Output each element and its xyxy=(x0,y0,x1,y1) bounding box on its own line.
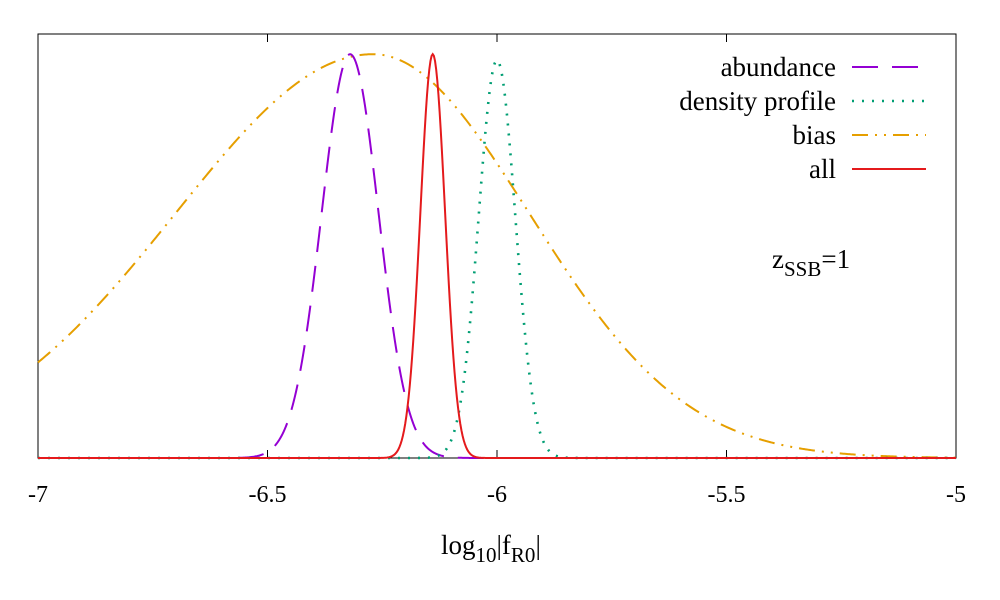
legend-label-all: all xyxy=(809,154,836,184)
series-layer xyxy=(37,52,957,460)
annotation-zssb: zSSB=1 xyxy=(772,244,850,281)
x-axis-ticks: -7 -6.5 -6 -5.5 -5 xyxy=(28,34,966,508)
legend-label-bias: bias xyxy=(793,120,837,150)
x-tick-label: -5.5 xyxy=(708,482,746,508)
legend-label-density-profile: density profile xyxy=(679,86,836,116)
x-tick-label: -5 xyxy=(946,482,966,508)
x-tick-label: -6 xyxy=(487,482,507,508)
legend: abundance density profile bias all xyxy=(679,52,926,184)
x-axis-label: log10|fR0| xyxy=(441,530,541,567)
x-tick-label: -6.5 xyxy=(249,482,287,508)
x-tick-label: -7 xyxy=(28,482,48,508)
series-line-all xyxy=(38,52,956,459)
legend-label-abundance: abundance xyxy=(721,52,836,82)
series-line-bias xyxy=(37,53,957,459)
